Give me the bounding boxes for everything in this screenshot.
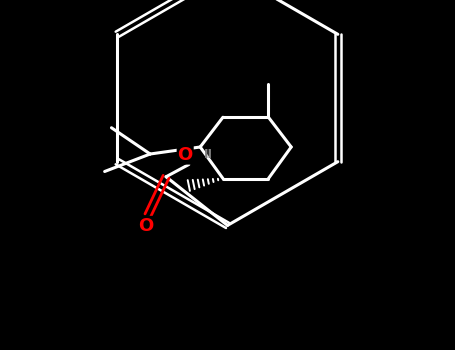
Text: II: II [203, 148, 212, 161]
Text: O: O [138, 217, 153, 235]
Text: O: O [177, 146, 193, 164]
